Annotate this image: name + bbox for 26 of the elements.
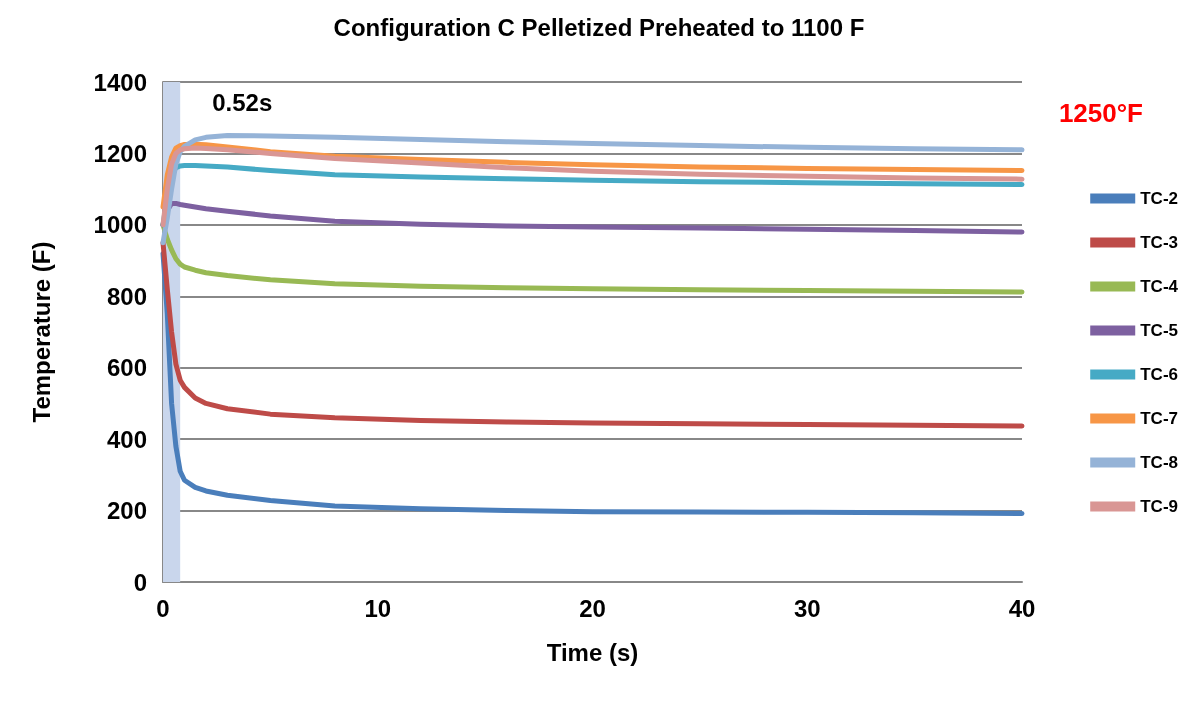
y-tick-label: 400 xyxy=(106,425,147,453)
legend-label: TC-3 xyxy=(1140,233,1178,252)
legend-label: TC-8 xyxy=(1140,453,1178,472)
x-tick-label: 10 xyxy=(364,594,392,622)
y-tick-label: 800 xyxy=(106,282,147,310)
text: 1250°F xyxy=(1058,98,1144,128)
legend-label: TC-6 xyxy=(1140,365,1178,384)
x-tick-label: 40 xyxy=(1008,594,1036,622)
x-tick-label: 0 xyxy=(156,594,170,622)
chart-title: Configuration C Pelletized Preheated to 1100 F xyxy=(333,13,865,41)
y-tick-label: 1200 xyxy=(93,139,147,167)
x-tick-label: 20 xyxy=(579,594,606,622)
y-tick-label: 600 xyxy=(106,354,147,382)
legend-label: TC-5 xyxy=(1140,321,1178,340)
legend-label: TC-9 xyxy=(1140,497,1178,516)
y-tick-label: 1400 xyxy=(93,68,147,96)
legend-label: TC-7 xyxy=(1140,409,1178,428)
y-tick-label: 200 xyxy=(106,497,147,525)
x-axis-title: Time (s) xyxy=(546,638,639,666)
legend-label: TC-2 xyxy=(1140,189,1178,208)
legend-label: TC-4 xyxy=(1140,277,1179,296)
y-tick-label: 0 xyxy=(133,568,147,596)
band-label: 0.52s xyxy=(212,88,273,116)
x-tick-label: 30 xyxy=(793,594,821,622)
y-axis-title: Temperature (F) xyxy=(27,241,55,423)
y-tick-label: 1000 xyxy=(93,211,147,239)
